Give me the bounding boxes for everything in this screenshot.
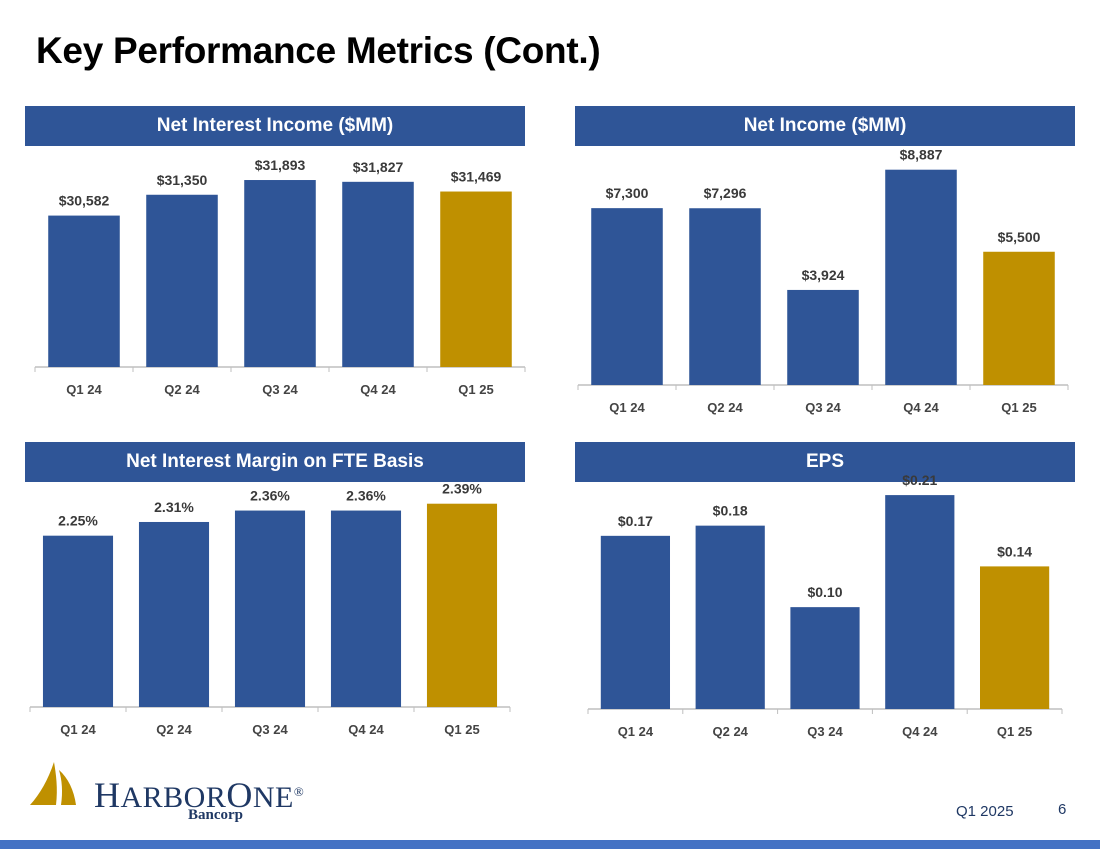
bar-q1-24 <box>42 535 114 707</box>
data-label: $31,827 <box>353 159 404 175</box>
x-tick-label: Q3 24 <box>262 382 298 397</box>
x-tick-label: Q1 25 <box>1001 400 1036 415</box>
bar-q3-24 <box>244 180 316 367</box>
bar-q4-24 <box>342 181 414 367</box>
x-tick-label: Q1 24 <box>66 382 102 397</box>
data-label: $5,500 <box>998 229 1041 245</box>
sail-icon <box>30 762 76 805</box>
data-label: $7,296 <box>704 185 747 201</box>
panel-title-net-interest-income: Net Interest Income ($MM) <box>25 106 525 146</box>
page-title: Key Performance Metrics (Cont.) <box>36 30 601 71</box>
data-label: $8,887 <box>900 147 943 163</box>
bar-q1-24 <box>591 208 663 385</box>
data-label: $30,582 <box>59 193 110 209</box>
data-label: $0.17 <box>618 513 653 529</box>
panel-title-net-income: Net Income ($MM) <box>575 106 1075 146</box>
x-tick-label: Q1 24 <box>609 400 645 415</box>
bar-q2-24 <box>146 194 218 367</box>
bar-q1-25 <box>426 503 498 707</box>
data-label: 2.25% <box>58 513 98 529</box>
data-label: $31,893 <box>255 157 306 173</box>
x-tick-label: Q1 25 <box>444 722 479 737</box>
bar-q4-24 <box>885 169 957 385</box>
data-label: $0.14 <box>997 543 1032 559</box>
footer-period: Q1 2025 <box>956 803 1014 820</box>
bar-q1-25 <box>979 566 1050 709</box>
data-label: $31,469 <box>451 169 502 185</box>
panel-title-net-interest-margin: Net Interest Margin on FTE Basis <box>25 442 525 482</box>
bar-q2-24 <box>138 521 210 707</box>
data-label: $0.10 <box>807 584 842 600</box>
page-number: 6 <box>1058 801 1067 818</box>
bar-q1-25 <box>983 251 1055 385</box>
bar-q2-24 <box>695 525 765 709</box>
data-label: $0.18 <box>713 503 748 519</box>
x-tick-label: Q2 24 <box>712 724 748 739</box>
data-label: 2.31% <box>154 499 194 515</box>
x-tick-label: Q1 25 <box>997 724 1032 739</box>
x-tick-label: Q4 24 <box>902 724 938 739</box>
panel-title-eps: EPS <box>575 442 1075 482</box>
x-tick-label: Q4 24 <box>348 722 384 737</box>
logo-subtitle: Bancorp <box>188 807 244 823</box>
bar-q2-24 <box>689 208 761 385</box>
bar-q4-24 <box>330 510 402 707</box>
bar-q1-24 <box>48 215 120 367</box>
x-tick-label: Q2 24 <box>707 400 743 415</box>
data-label: $7,300 <box>606 185 649 201</box>
bar-q3-24 <box>234 510 306 707</box>
bar-q4-24 <box>885 495 955 709</box>
x-tick-label: Q2 24 <box>164 382 200 397</box>
x-tick-label: Q1 24 <box>60 722 96 737</box>
data-label: 2.36% <box>250 488 290 504</box>
bar-q1-25 <box>440 191 512 367</box>
bottom-accent-bar <box>0 840 1100 849</box>
data-label: $31,350 <box>157 172 208 188</box>
x-tick-label: Q4 24 <box>360 382 396 397</box>
logo-wordmark: HARBORONE® <box>94 775 305 815</box>
data-label: $3,924 <box>802 267 845 283</box>
x-tick-label: Q1 24 <box>618 724 654 739</box>
x-tick-label: Q1 25 <box>458 382 493 397</box>
data-label: $0.21 <box>902 472 937 488</box>
bar-q1-24 <box>600 535 671 709</box>
x-tick-label: Q3 24 <box>807 724 843 739</box>
data-label: 2.39% <box>442 481 482 497</box>
bar-q3-24 <box>787 289 859 385</box>
x-tick-label: Q3 24 <box>805 400 841 415</box>
data-label: 2.36% <box>346 488 386 504</box>
harborone-logo: HARBORONE® Bancorp <box>26 760 304 830</box>
x-tick-label: Q4 24 <box>903 400 939 415</box>
x-tick-label: Q2 24 <box>156 722 192 737</box>
x-tick-label: Q3 24 <box>252 722 288 737</box>
bar-q3-24 <box>790 607 860 709</box>
